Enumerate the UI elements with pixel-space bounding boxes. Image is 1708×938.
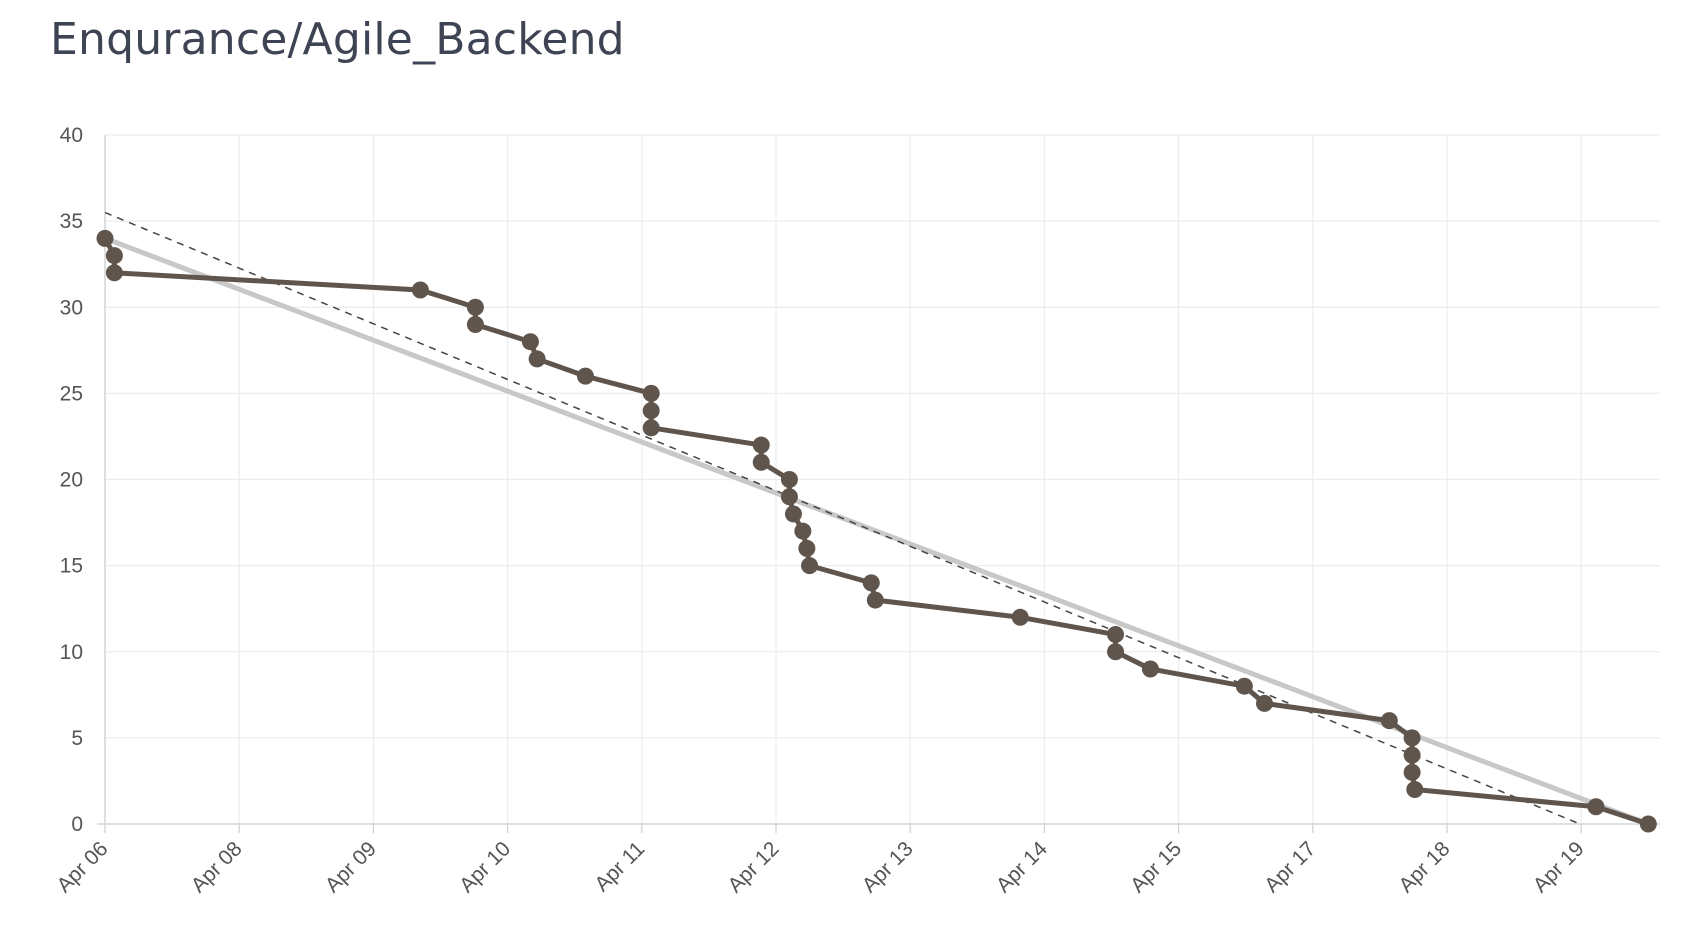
data-point (96, 229, 114, 247)
data-point (780, 488, 798, 506)
x-tick-label: Apr 14 (992, 837, 1052, 897)
data-point (1255, 694, 1273, 712)
data-point (642, 384, 660, 402)
x-tick-label: Apr 06 (53, 837, 113, 897)
x-tick-label: Apr 13 (858, 837, 918, 897)
y-tick-label: 30 (60, 296, 83, 319)
data-point (752, 453, 770, 471)
data-point (780, 471, 798, 488)
data-points (96, 229, 1657, 833)
chart-grid (104, 134, 1660, 825)
data-point (1406, 781, 1424, 799)
data-point (411, 281, 429, 299)
y-tick-label: 15 (60, 555, 83, 578)
x-tick-label: Apr 15 (1126, 837, 1186, 897)
data-point (1403, 746, 1421, 764)
data-point (466, 298, 484, 316)
data-point (1107, 643, 1125, 661)
data-point (866, 591, 884, 609)
x-axis-ticks: Apr 06 Apr 08 Apr 09 Apr 10 Apr 11 Apr 12 Apr … (53, 837, 1589, 897)
x-tick-label: Apr 18 (1395, 837, 1455, 897)
chart-axes (97, 135, 1660, 833)
y-tick-label: 5 (71, 727, 83, 750)
data-point (642, 419, 660, 437)
data-point (1011, 608, 1029, 626)
x-tick-label: Apr 12 (724, 837, 784, 897)
data-point (752, 436, 770, 454)
data-point (576, 367, 594, 385)
y-tick-label: 0 (71, 813, 83, 836)
data-point (528, 350, 546, 368)
data-point (1380, 712, 1398, 730)
data-point (105, 247, 123, 265)
data-point (801, 557, 819, 575)
y-tick-label: 20 (60, 469, 83, 492)
x-tick-label: Apr 08 (187, 837, 247, 897)
trend-line (104, 211, 1581, 825)
x-tick-label: Apr 19 (1529, 837, 1589, 897)
data-point (1403, 729, 1421, 747)
x-tick-label: Apr 11 (590, 837, 649, 896)
data-point (1403, 763, 1421, 781)
data-point (1639, 815, 1657, 833)
y-tick-label: 35 (60, 210, 83, 233)
data-point (798, 539, 816, 557)
data-point (794, 522, 812, 540)
x-tick-label: Apr 17 (1260, 837, 1320, 897)
data-point (466, 315, 484, 333)
data-point (521, 333, 539, 351)
y-tick-label: 25 (60, 382, 83, 405)
data-point (642, 402, 660, 420)
y-axis-ticks: 0 5 10 15 20 25 30 35 40 (60, 124, 83, 836)
data-point (1107, 626, 1125, 644)
x-tick-label: Apr 10 (455, 837, 515, 897)
y-tick-label: 10 (60, 641, 83, 664)
data-point (784, 505, 802, 523)
data-point (1587, 798, 1605, 816)
x-tick-label: Apr 09 (321, 837, 381, 897)
y-tick-label: 40 (60, 124, 83, 147)
data-point (1141, 660, 1159, 678)
data-point (862, 574, 880, 592)
data-point (105, 264, 123, 282)
page-title: Enqurance/Agile_Backend (50, 14, 625, 65)
data-point (1235, 677, 1253, 695)
